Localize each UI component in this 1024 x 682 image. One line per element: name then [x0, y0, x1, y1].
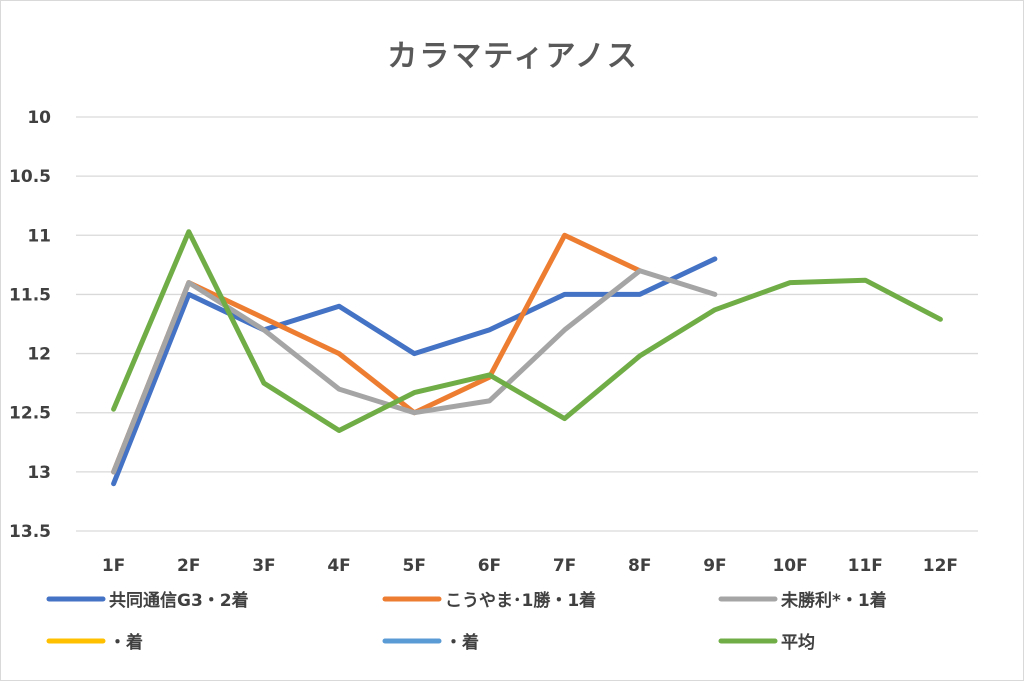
x-tick-label: 6F	[478, 556, 501, 576]
chart-title: カラマティアノス	[387, 39, 639, 74]
series-line-5	[111, 229, 943, 433]
x-tick-label: 2F	[177, 556, 200, 576]
x-tick-label: 5F	[403, 556, 426, 576]
series-line-2	[111, 268, 718, 475]
legend-item: 共同通信G3・2着	[46, 590, 249, 611]
x-tick-label: 9F	[703, 556, 726, 576]
x-axis-tick-labels: 1F 2F 3F 4F 5F 6F 7F 8F 9F 10F 11F 12F	[102, 556, 958, 576]
y-tick-label: 11	[27, 226, 51, 246]
x-tick-label: 7F	[553, 556, 576, 576]
series-line-0	[111, 256, 718, 487]
x-tick-label: 10F	[772, 556, 807, 576]
legend-item: 平均	[718, 632, 815, 653]
legend-item: 未勝利*・1着	[718, 590, 887, 611]
series-lines	[111, 229, 943, 487]
y-tick-label: 12.5	[9, 404, 51, 424]
legend-label: ・着	[109, 632, 143, 653]
y-axis-tick-labels: 10 10.5 11 11.5 12 12.5 13 13.5	[9, 108, 51, 542]
x-tick-label: 1F	[102, 556, 125, 576]
legend-label: こうやま･1勝・1着	[445, 590, 596, 611]
legend-item: ・着	[46, 632, 143, 653]
x-tick-label: 3F	[252, 556, 275, 576]
legend-label: ・着	[445, 632, 479, 653]
legend-label: 共同通信G3・2着	[109, 590, 249, 611]
legend-label: 未勝利*・1着	[780, 590, 887, 611]
legend-item: ・着	[382, 632, 479, 653]
x-tick-label: 4F	[327, 556, 350, 576]
legend-label: 平均	[781, 632, 815, 653]
gridlines	[76, 116, 978, 532]
legend: 共同通信G3・2着 こうやま･1勝・1着 未勝利*・1着・着 ・着 平均	[46, 590, 887, 653]
y-tick-label: 11.5	[9, 285, 51, 305]
x-tick-label: 11F	[848, 556, 883, 576]
y-tick-label: 13.5	[9, 522, 51, 542]
y-tick-label: 12	[27, 345, 51, 365]
legend-item: こうやま･1勝・1着	[382, 590, 596, 611]
x-tick-label: 8F	[628, 556, 651, 576]
x-tick-label: 12F	[923, 556, 958, 576]
y-tick-label: 10.5	[9, 167, 51, 187]
y-tick-label: 13	[27, 463, 51, 483]
y-tick-label: 10	[27, 108, 51, 128]
